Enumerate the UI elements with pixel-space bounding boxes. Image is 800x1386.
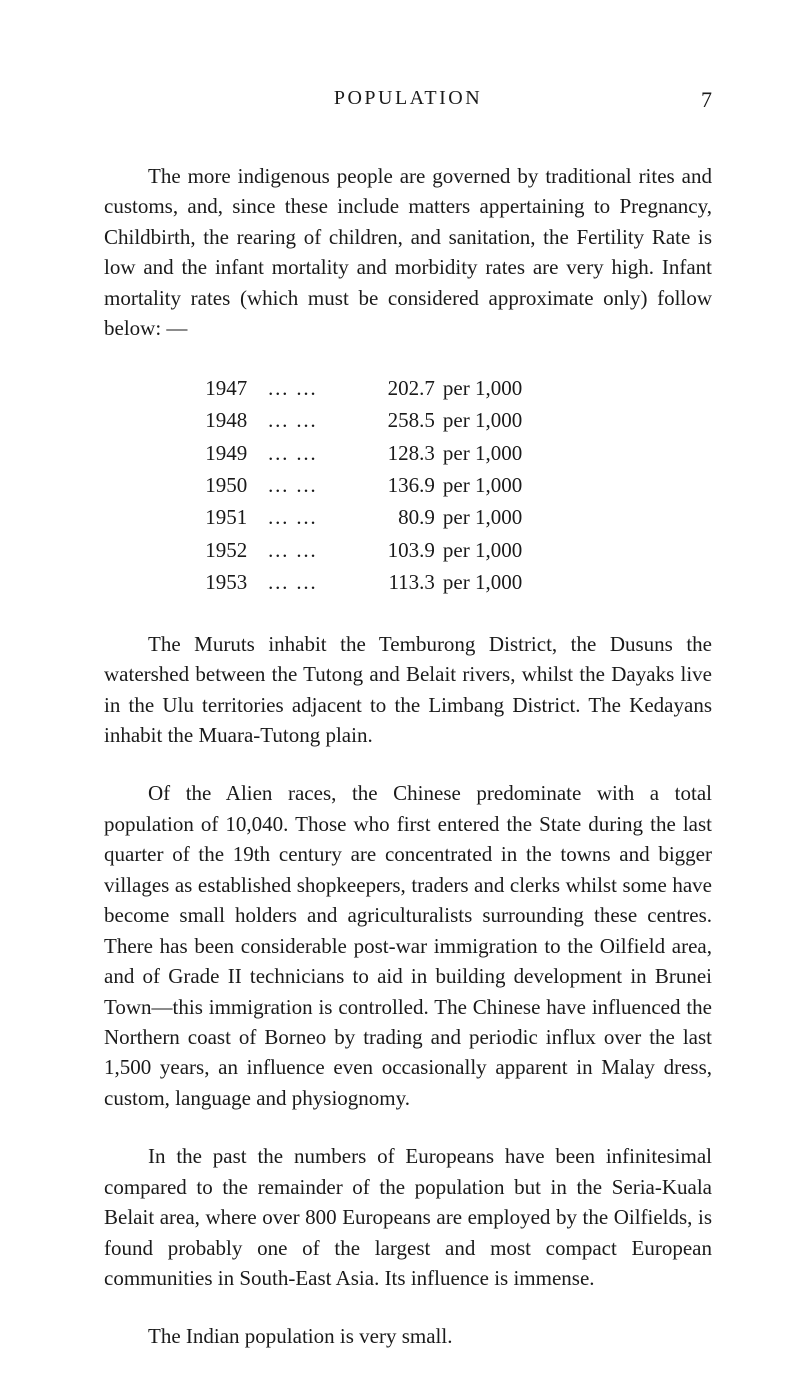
cell-per: per 1,000 [437, 469, 615, 501]
cell-per: per 1,000 [437, 534, 615, 566]
mortality-rate-table: 1947 … … 202.7 per 1,000 1948 … … 258.5 … [201, 372, 614, 599]
cell-year: 1948 [201, 404, 263, 436]
cell-value: 113.3 [363, 566, 437, 598]
table-row: 1949 … … 128.3 per 1,000 [201, 437, 614, 469]
table-row: 1952 … … 103.9 per 1,000 [201, 534, 614, 566]
cell-filler: … … [263, 501, 362, 533]
paragraph-intro: The more indigenous people are governed … [104, 161, 712, 344]
page-number: 7 [701, 84, 712, 116]
cell-filler: … … [263, 372, 362, 404]
cell-filler: … … [263, 534, 362, 566]
page-header: POPULATION 7 [104, 84, 712, 113]
table-row: 1950 … … 136.9 per 1,000 [201, 469, 614, 501]
cell-value: 136.9 [363, 469, 437, 501]
table-row: 1953 … … 113.3 per 1,000 [201, 566, 614, 598]
cell-year: 1950 [201, 469, 263, 501]
cell-value: 258.5 [363, 404, 437, 436]
page: POPULATION 7 The more indigenous people … [0, 0, 800, 1386]
cell-year: 1951 [201, 501, 263, 533]
cell-per: per 1,000 [437, 501, 615, 533]
mortality-rate-tbody: 1947 … … 202.7 per 1,000 1948 … … 258.5 … [201, 372, 614, 599]
cell-per: per 1,000 [437, 566, 615, 598]
cell-value: 103.9 [363, 534, 437, 566]
cell-value: 128.3 [363, 437, 437, 469]
cell-per: per 1,000 [437, 404, 615, 436]
cell-year: 1949 [201, 437, 263, 469]
table-row: 1947 … … 202.7 per 1,000 [201, 372, 614, 404]
paragraph-muruts: The Muruts inhabit the Temburong Distric… [104, 629, 712, 751]
cell-year: 1953 [201, 566, 263, 598]
cell-filler: … … [263, 404, 362, 436]
cell-filler: … … [263, 437, 362, 469]
paragraph-indian: The Indian population is very small. [104, 1321, 712, 1351]
table-row: 1951 … … 80.9 per 1,000 [201, 501, 614, 533]
cell-value: 80.9 [363, 501, 437, 533]
table-row: 1948 … … 258.5 per 1,000 [201, 404, 614, 436]
paragraph-alien-races: Of the Alien races, the Chinese predomin… [104, 778, 712, 1113]
cell-filler: … … [263, 469, 362, 501]
paragraph-europeans: In the past the numbers of Europeans hav… [104, 1141, 712, 1293]
cell-per: per 1,000 [437, 437, 615, 469]
cell-year: 1952 [201, 534, 263, 566]
cell-value: 202.7 [363, 372, 437, 404]
cell-filler: … … [263, 566, 362, 598]
cell-year: 1947 [201, 372, 263, 404]
cell-per: per 1,000 [437, 372, 615, 404]
running-head: POPULATION [334, 84, 482, 113]
